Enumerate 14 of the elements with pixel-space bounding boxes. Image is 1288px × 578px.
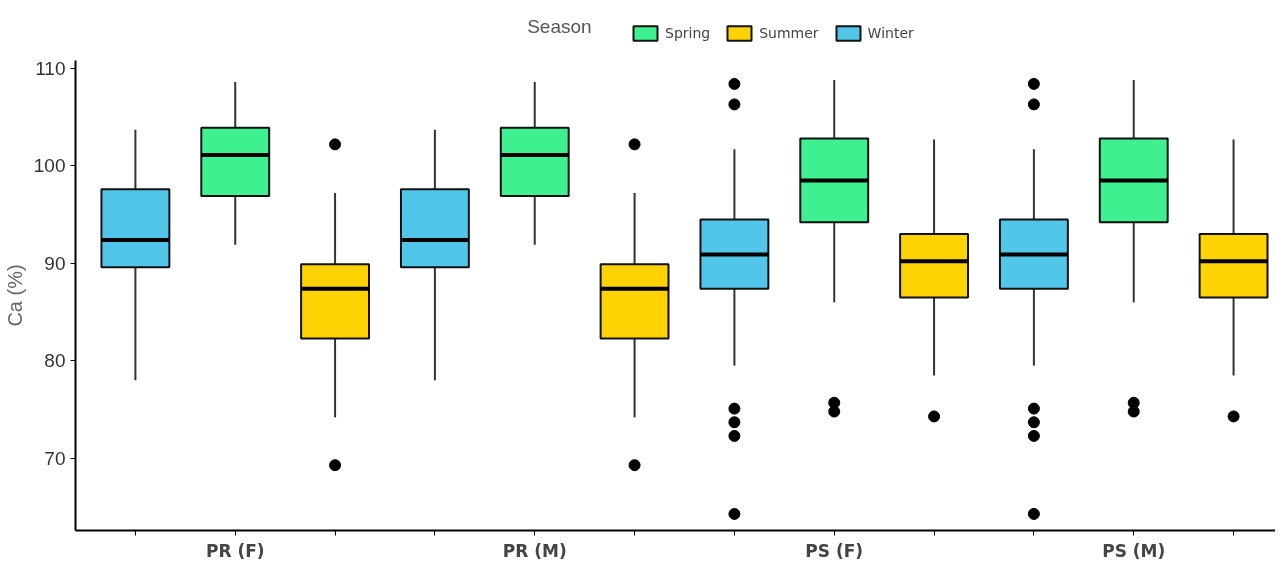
y-tick-label: 90 — [44, 252, 66, 274]
y-tick-label: 110 — [35, 57, 66, 79]
x-tick-label: PR (M) — [502, 540, 567, 561]
x-tick-label: PR (F) — [205, 540, 265, 561]
legend-label: Summer — [759, 25, 819, 41]
legend-label: Spring — [665, 25, 711, 41]
y-tick-label: 100 — [33, 155, 66, 177]
y-tick-label: 70 — [44, 447, 66, 469]
legend-label: Winter — [867, 25, 914, 41]
legend-title: Season — [527, 16, 592, 37]
y-tick-label: 80 — [44, 350, 66, 372]
y-axis-title: Ca (%) — [3, 264, 26, 327]
x-tick-label: PS (M) — [1102, 540, 1166, 561]
x-tick-label: PS (F) — [805, 540, 864, 561]
